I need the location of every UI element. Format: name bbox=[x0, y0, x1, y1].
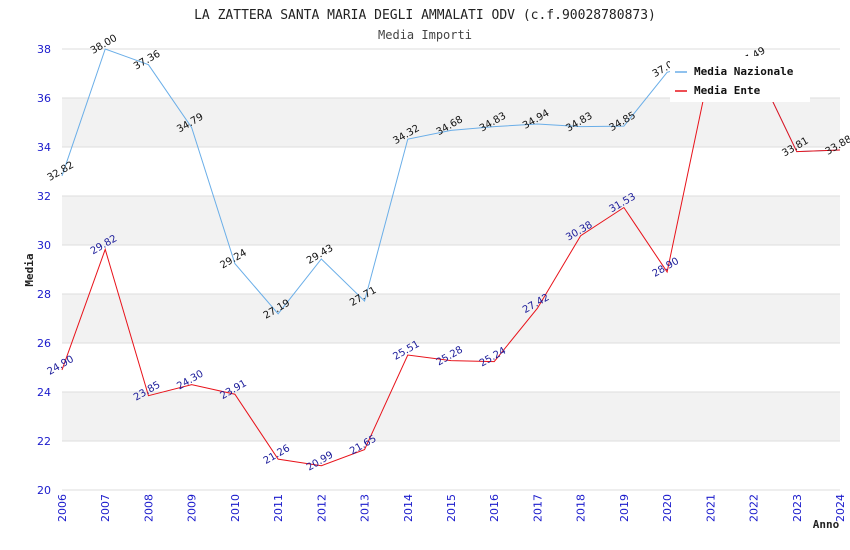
x-tick-label: 2018 bbox=[575, 494, 588, 522]
x-tick-label: 2016 bbox=[488, 494, 501, 522]
data-label: 29.43 bbox=[305, 243, 335, 267]
x-tick-label: 2013 bbox=[359, 494, 372, 522]
y-tick-label: 26 bbox=[37, 337, 51, 350]
x-tick-label: 2011 bbox=[272, 494, 285, 522]
x-tick-label: 2019 bbox=[618, 494, 631, 522]
y-tick-label: 38 bbox=[37, 43, 51, 56]
x-tick-label: 2024 bbox=[834, 494, 847, 522]
x-tick-label: 2006 bbox=[56, 494, 69, 522]
x-tick-label: 2023 bbox=[791, 494, 804, 522]
x-tick-label: 2012 bbox=[315, 494, 328, 522]
x-tick-label: 2022 bbox=[748, 494, 761, 522]
y-tick-label: 34 bbox=[37, 141, 51, 154]
legend-box bbox=[670, 56, 810, 102]
x-tick-label: 2007 bbox=[99, 494, 112, 522]
background-band bbox=[62, 196, 840, 245]
background-band bbox=[62, 294, 840, 343]
y-axis-label: Media bbox=[23, 253, 36, 286]
data-label: 25.24 bbox=[478, 346, 508, 370]
data-label: 24.30 bbox=[175, 369, 205, 393]
data-label: 25.28 bbox=[435, 345, 465, 369]
x-axis-ticks: 2006 2007 2008 2009 2010 2011 2012 2013 2014 2015… bbox=[56, 494, 847, 522]
x-axis-label: Anno bbox=[813, 518, 840, 531]
data-label: 29.24 bbox=[218, 248, 248, 272]
data-label: 32.82 bbox=[46, 160, 76, 184]
background-band bbox=[62, 98, 840, 147]
y-axis-ticks: 20 22 24 26 28 30 32 34 36 38 bbox=[37, 43, 51, 497]
y-tick-label: 32 bbox=[37, 190, 51, 203]
data-label: 24.90 bbox=[46, 354, 76, 378]
background-band bbox=[62, 392, 840, 441]
y-tick-label: 22 bbox=[37, 435, 51, 448]
data-label: 28.90 bbox=[651, 256, 681, 280]
y-tick-label: 36 bbox=[37, 92, 51, 105]
data-label: 37.36 bbox=[132, 49, 162, 73]
x-tick-label: 2008 bbox=[142, 494, 155, 522]
x-tick-label: 2010 bbox=[229, 494, 242, 522]
x-tick-label: 2014 bbox=[402, 494, 415, 522]
y-tick-label: 24 bbox=[37, 386, 51, 399]
data-label: 21.26 bbox=[262, 443, 292, 467]
y-tick-label: 28 bbox=[37, 288, 51, 301]
x-tick-label: 2021 bbox=[704, 494, 717, 522]
legend-label-nazionale: Media Nazionale bbox=[694, 65, 794, 78]
legend: Media Nazionale Media Ente bbox=[670, 56, 810, 102]
legend-label-ente: Media Ente bbox=[694, 84, 761, 97]
x-tick-label: 2020 bbox=[661, 494, 674, 522]
grid-lines bbox=[62, 48, 840, 491]
x-tick-label: 2017 bbox=[531, 494, 544, 522]
chart-title: LA ZATTERA SANTA MARIA DEGLI AMMALATI OD… bbox=[194, 8, 656, 23]
plot-background-bands bbox=[62, 98, 840, 441]
x-tick-label: 2015 bbox=[445, 494, 458, 522]
x-tick-label: 2009 bbox=[186, 494, 199, 522]
y-tick-label: 20 bbox=[37, 484, 51, 497]
data-label: 20.99 bbox=[305, 450, 335, 474]
y-tick-label: 30 bbox=[37, 239, 51, 252]
chart-subtitle: Media Importi bbox=[378, 28, 472, 42]
